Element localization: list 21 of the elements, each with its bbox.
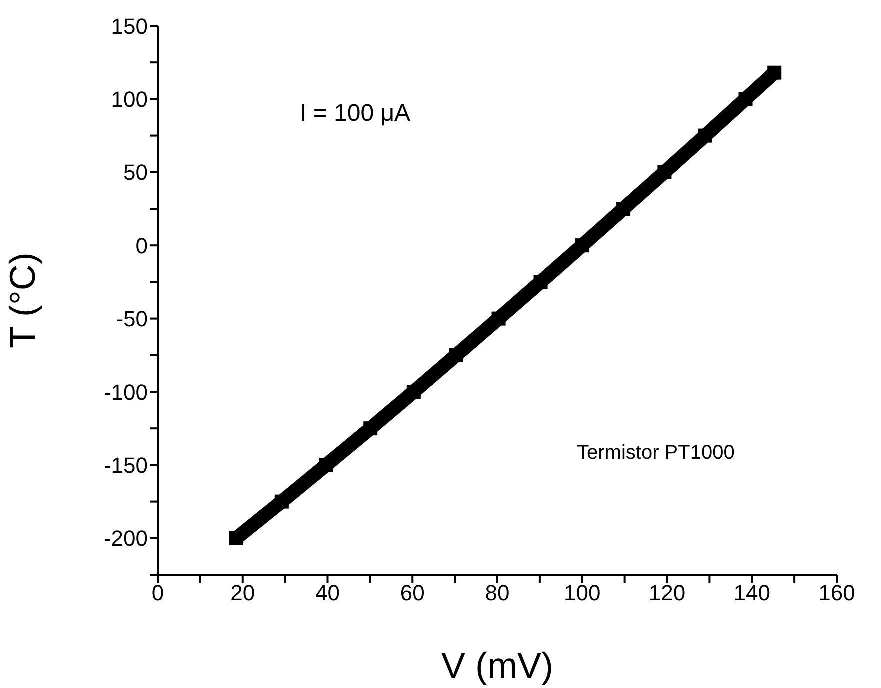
x-tick-label: 140 <box>734 580 770 606</box>
x-tick-label: 0 <box>152 580 164 606</box>
x-axis-title: V (mV) <box>442 645 554 686</box>
x-tick-label: 80 <box>485 580 510 606</box>
y-tick-label: -100 <box>104 380 148 405</box>
y-tick-label: -50 <box>116 306 148 332</box>
x-tick-label: 120 <box>648 580 686 606</box>
x-tick-label: 100 <box>564 580 601 606</box>
annotation: I = 100 μA <box>300 100 411 128</box>
annotation: Termistor PT1000 <box>577 442 735 465</box>
y-tick-label: 50 <box>124 160 148 186</box>
y-axis-title: T (°C) <box>2 252 43 348</box>
y-tick-label: 100 <box>111 87 148 112</box>
x-tick-label: 20 <box>230 580 256 606</box>
y-tick-label: 0 <box>136 233 148 258</box>
y-tick-label: -200 <box>104 526 148 552</box>
x-tick-label: 160 <box>818 580 856 606</box>
x-tick-label: 60 <box>400 580 425 606</box>
y-tick-label: 150 <box>111 14 148 39</box>
x-tick-label: 40 <box>316 580 340 606</box>
y-tick-label: -150 <box>104 453 148 478</box>
